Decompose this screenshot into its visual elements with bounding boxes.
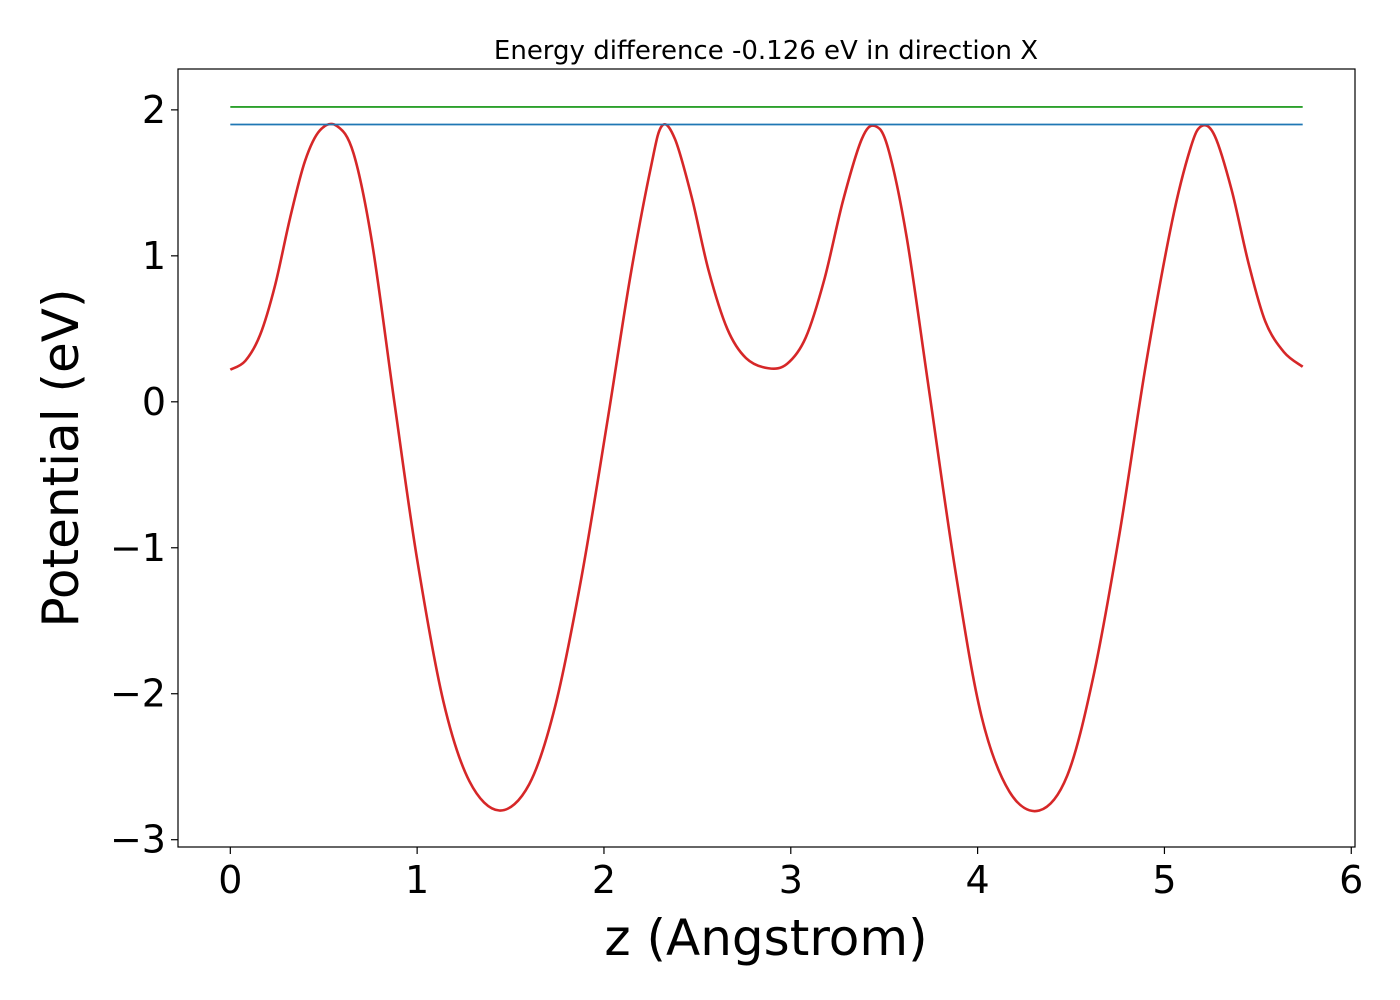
- potential-curve: [229, 122, 1304, 813]
- x-tick-label: 1: [405, 858, 429, 902]
- chart-title: Energy difference -0.126 eV in direction…: [494, 36, 1038, 66]
- x-axis: 0 1 2 3 4 5 6: [218, 847, 1363, 902]
- x-tick-label: 3: [779, 858, 803, 902]
- plot-area: [229, 106, 1304, 813]
- y-axis: 2 1 0 −1 −2 −3: [110, 88, 178, 862]
- y-tick-label: −3: [110, 818, 166, 862]
- y-tick-label: 0: [142, 380, 166, 424]
- y-tick-label: −1: [110, 526, 166, 570]
- x-tick-label: 0: [218, 858, 242, 902]
- x-tick-label: 4: [966, 858, 990, 902]
- x-tick-label: 6: [1339, 858, 1363, 902]
- y-axis-label: Potential (eV): [32, 289, 90, 628]
- plot-frame: [177, 68, 1356, 848]
- x-axis-label: z (Angstrom): [604, 909, 927, 967]
- x-tick-label: 2: [592, 858, 616, 902]
- y-tick-label: 1: [142, 234, 166, 278]
- y-tick-label: 2: [142, 88, 166, 132]
- x-tick-label: 5: [1152, 858, 1176, 902]
- y-tick-label: −2: [110, 672, 166, 716]
